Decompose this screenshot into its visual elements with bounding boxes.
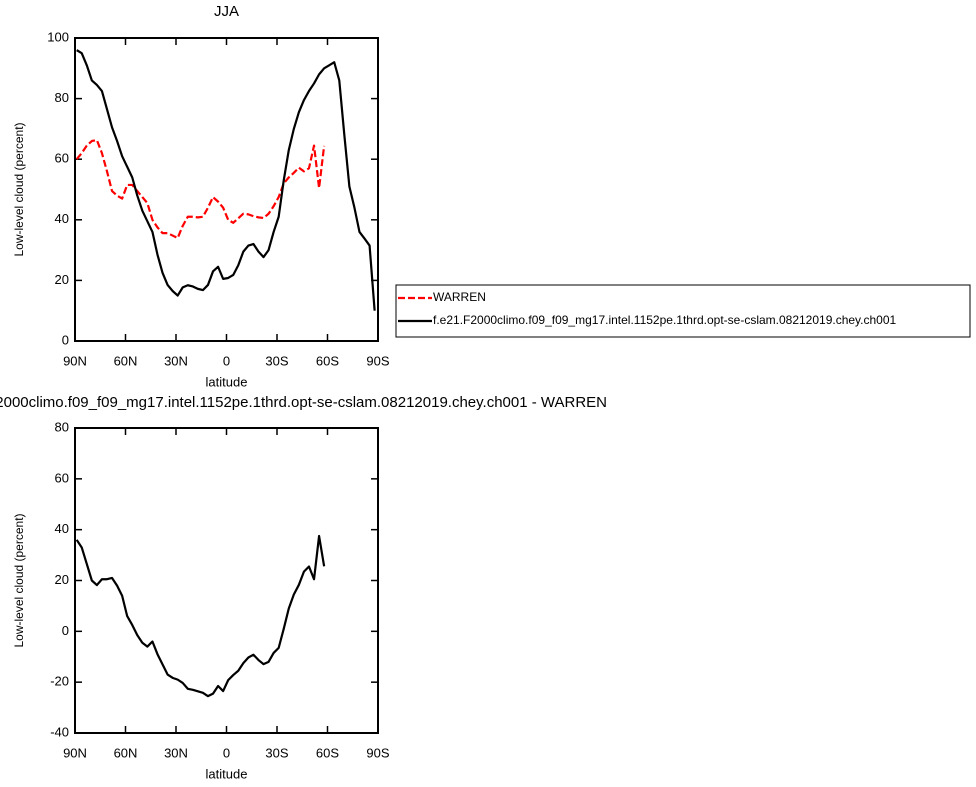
chart-title: f.e21.F2000climo.f09_f09_mg17.intel.1152…	[0, 394, 607, 411]
legend-label: WARREN	[433, 290, 486, 304]
y-tick-label: 20	[55, 572, 69, 587]
y-axis-label: Low-level cloud (percent)	[12, 122, 26, 256]
y-tick-label: 20	[55, 272, 69, 287]
y-tick-label: 80	[55, 90, 69, 105]
x-axis-label: latitude	[206, 766, 248, 781]
y-tick-label: 40	[55, 211, 69, 226]
x-tick-label: 90S	[366, 353, 389, 368]
y-tick-label: -40	[50, 724, 69, 739]
chart-title: JJA	[214, 3, 239, 20]
y-tick-label: 60	[55, 151, 69, 166]
x-tick-label: 90N	[63, 745, 87, 760]
plot-frame	[74, 427, 379, 734]
legend-label: f.e21.F2000climo.f09_f09_mg17.intel.1152…	[433, 313, 897, 327]
y-tick-label: 100	[47, 29, 69, 44]
x-tick-label: 0	[223, 745, 230, 760]
x-tick-label: 90N	[63, 353, 87, 368]
x-axis-label: latitude	[206, 374, 248, 389]
y-tick-label: 0	[62, 623, 69, 638]
y-tick-label: 80	[55, 419, 69, 434]
x-tick-label: 60S	[316, 353, 339, 368]
x-tick-label: 60N	[114, 745, 138, 760]
x-tick-label: 30S	[265, 353, 288, 368]
x-tick-label: 90S	[366, 745, 389, 760]
x-tick-label: 0	[223, 353, 230, 368]
data-line	[75, 534, 326, 698]
y-tick-label: 40	[55, 521, 69, 536]
y-tick-label: -20	[50, 674, 69, 689]
data-line	[76, 49, 376, 311]
y-tick-label: 60	[55, 470, 69, 485]
plot-frame	[74, 37, 379, 342]
x-tick-label: 60S	[316, 745, 339, 760]
legend-box	[395, 284, 971, 338]
x-tick-label: 60N	[114, 353, 138, 368]
x-tick-label: 30S	[265, 745, 288, 760]
y-tick-label: 0	[62, 332, 69, 347]
x-tick-label: 30N	[164, 745, 188, 760]
y-axis-label: Low-level cloud (percent)	[12, 513, 26, 647]
x-tick-label: 30N	[164, 353, 188, 368]
